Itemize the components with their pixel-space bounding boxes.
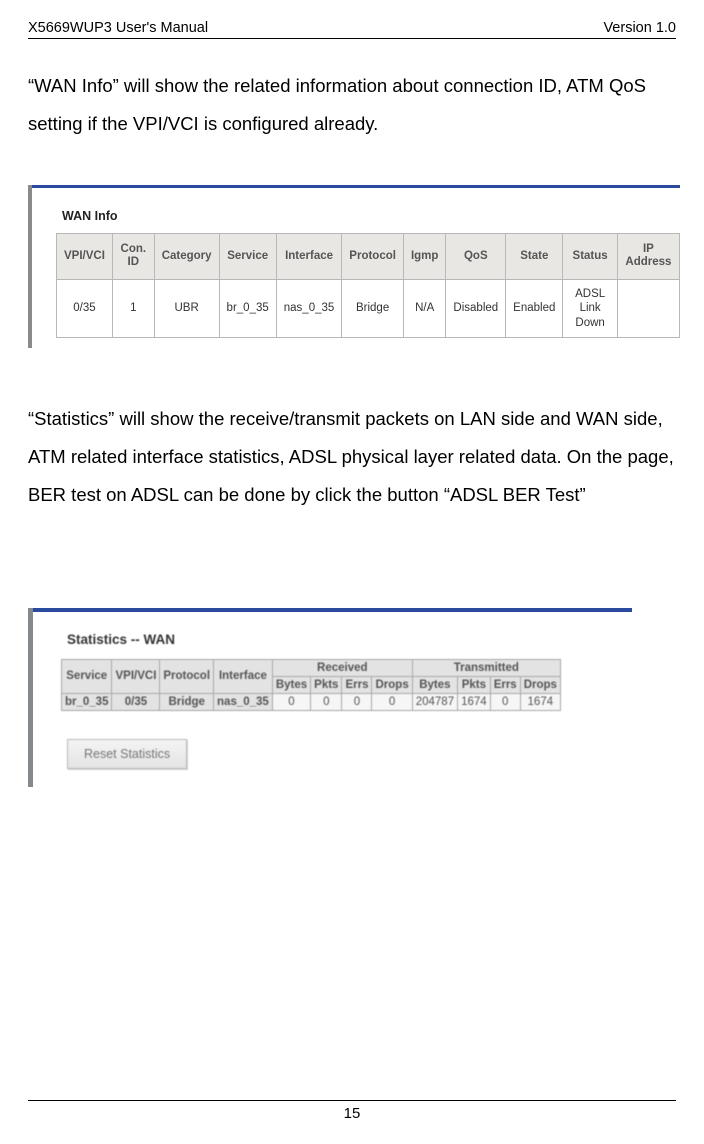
col-rx-bytes: Bytes xyxy=(272,676,310,693)
col-rx-pkts: Pkts xyxy=(311,676,342,693)
col-tx-pkts: Pkts xyxy=(458,676,491,693)
cell-protocol: Bridge xyxy=(160,693,214,710)
cell-rx-drops: 0 xyxy=(372,693,412,710)
paragraph-statistics: “Statistics” will show the receive/trans… xyxy=(28,400,676,514)
paragraph-wan-info: “WAN Info” will show the related informa… xyxy=(28,67,676,143)
cell-protocol: Bridge xyxy=(342,279,404,337)
col-interface: Interface xyxy=(276,233,342,279)
col-status: Status xyxy=(563,233,617,279)
cell-rx-pkts: 0 xyxy=(311,693,342,710)
cell-qos: Disabled xyxy=(446,279,506,337)
statistics-table: Service VPI/VCI Protocol Interface Recei… xyxy=(61,659,561,711)
cell-conid: 1 xyxy=(112,279,154,337)
table-row: br_0_35 0/35 Bridge nas_0_35 0 0 0 0 204… xyxy=(62,693,561,710)
page-footer: 15 xyxy=(28,1100,676,1122)
cell-rx-bytes: 0 xyxy=(272,693,310,710)
cell-tx-bytes: 204787 xyxy=(412,693,457,710)
cell-rx-errs: 0 xyxy=(342,693,372,710)
col-igmp: Igmp xyxy=(403,233,445,279)
col-protocol: Protocol xyxy=(342,233,404,279)
reset-statistics-button[interactable]: Reset Statistics xyxy=(67,739,187,769)
cell-state: Enabled xyxy=(506,279,563,337)
col-protocol: Protocol xyxy=(160,659,214,693)
panel-left-bar xyxy=(28,185,32,348)
cell-tx-pkts: 1674 xyxy=(458,693,491,710)
col-conid: Con. ID xyxy=(112,233,154,279)
cell-ip xyxy=(617,279,679,337)
col-tx-bytes: Bytes xyxy=(412,676,457,693)
wan-info-table: VPI/VCI Con. ID Category Service Interfa… xyxy=(56,233,680,338)
wan-info-panel: WAN Info VPI/VCI Con. ID Category Servic… xyxy=(28,185,680,348)
cell-igmp: N/A xyxy=(403,279,445,337)
col-rx-errs: Errs xyxy=(342,676,372,693)
statistics-wan-panel: Statistics -- WAN Service VPI/VCI Protoc… xyxy=(28,608,632,787)
col-qos: QoS xyxy=(446,233,506,279)
cell-service: br_0_35 xyxy=(219,279,276,337)
statistics-title: Statistics -- WAN xyxy=(33,608,632,659)
cell-tx-drops: 1674 xyxy=(520,693,560,710)
wan-info-title: WAN Info xyxy=(32,191,680,233)
table-header-row: VPI/VCI Con. ID Category Service Interfa… xyxy=(57,233,680,279)
cell-service: br_0_35 xyxy=(62,693,112,710)
col-state: State xyxy=(506,233,563,279)
table-header-row: Service VPI/VCI Protocol Interface Recei… xyxy=(62,659,561,676)
col-received: Received xyxy=(272,659,412,676)
cell-category: UBR xyxy=(154,279,219,337)
col-service: Service xyxy=(62,659,112,693)
col-service: Service xyxy=(219,233,276,279)
cell-vpivci: 0/35 xyxy=(112,693,160,710)
col-tx-drops: Drops xyxy=(520,676,560,693)
header-right: Version 1.0 xyxy=(603,20,676,36)
panel-top-line xyxy=(32,185,680,188)
cell-tx-errs: 0 xyxy=(490,693,520,710)
cell-interface: nas_0_35 xyxy=(214,693,273,710)
page-header: X5669WUP3 User's Manual Version 1.0 xyxy=(28,20,676,39)
header-left: X5669WUP3 User's Manual xyxy=(28,20,208,36)
col-interface: Interface xyxy=(214,659,273,693)
page-number: 15 xyxy=(28,1100,676,1122)
col-transmitted: Transmitted xyxy=(412,659,560,676)
col-vpivci: VPI/VCI xyxy=(57,233,113,279)
col-vpivci: VPI/VCI xyxy=(112,659,160,693)
col-category: Category xyxy=(154,233,219,279)
table-row: 0/35 1 UBR br_0_35 nas_0_35 Bridge N/A D… xyxy=(57,279,680,337)
col-tx-errs: Errs xyxy=(490,676,520,693)
col-rx-drops: Drops xyxy=(372,676,412,693)
col-ip: IP Address xyxy=(617,233,679,279)
cell-status: ADSL Link Down xyxy=(563,279,617,337)
cell-vpivci: 0/35 xyxy=(57,279,113,337)
cell-interface: nas_0_35 xyxy=(276,279,342,337)
